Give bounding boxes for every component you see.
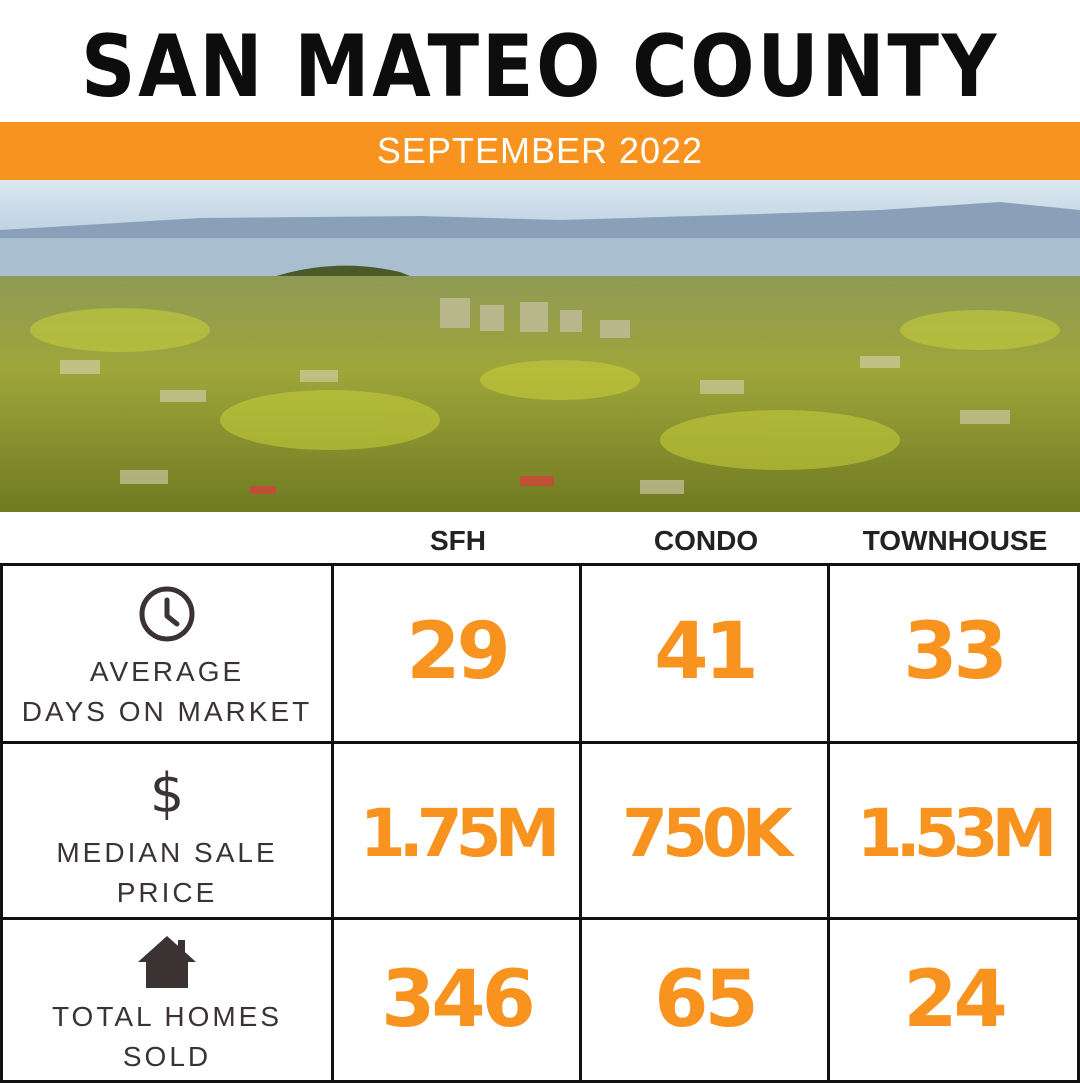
column-header-townhouse: TOWNHOUSE: [862, 525, 1048, 556]
value-cell: 24: [830, 920, 1080, 1083]
value-cell: 1.53M: [830, 744, 1080, 920]
value-townhouse: 1.53M: [856, 795, 1058, 872]
house-icon: [138, 936, 196, 988]
city-photo: [0, 180, 1080, 512]
date-label: SEPTEMBER 2022: [376, 130, 704, 171]
metric-label-line1: MEDIAN SALE: [56, 837, 278, 868]
value-cell: 750K: [582, 744, 830, 920]
value-sfh: 29: [406, 607, 511, 697]
table-row-total-homes-sold: TOTAL HOMES SOLD 346 65 24: [0, 920, 1080, 1083]
date-banner: SEPTEMBER 2022: [0, 122, 1080, 180]
svg-text:$: $: [150, 762, 184, 822]
value-cell: 29: [334, 566, 582, 744]
dollar-icon: $: [150, 762, 184, 822]
column-header-condo: CONDO: [653, 525, 759, 556]
value-sfh: 1.75M: [359, 795, 561, 872]
table-row-median-sale-price: $ MEDIAN SALE PRICE 1.75M 750K 1.53M: [0, 744, 1080, 920]
stats-table: AVERAGE DAYS ON MARKET 29 41 33 $ MEDIAN…: [0, 563, 1080, 1083]
value-townhouse: 33: [903, 607, 1008, 697]
metric-label-line1: AVERAGE: [89, 656, 245, 687]
row-label-cell: TOTAL HOMES SOLD: [0, 920, 334, 1083]
metric-label-line1: TOTAL HOMES: [51, 1001, 283, 1032]
row-label-cell: AVERAGE DAYS ON MARKET: [0, 566, 334, 744]
metric-label-line2: PRICE: [116, 877, 218, 908]
value-cell: 41: [582, 566, 830, 744]
table-row-days-on-market: AVERAGE DAYS ON MARKET 29 41 33: [0, 566, 1080, 744]
value-cell: 1.75M: [334, 744, 582, 920]
value-condo: 750K: [622, 795, 793, 872]
clock-icon: [139, 586, 195, 642]
value-townhouse: 24: [903, 955, 1008, 1045]
column-header-sfh: SFH: [430, 525, 486, 556]
value-cell: 33: [830, 566, 1080, 744]
metric-label-line2: SOLD: [122, 1041, 212, 1072]
value-cell: 346: [334, 920, 582, 1083]
row-label-cell: $ MEDIAN SALE PRICE: [0, 744, 334, 920]
value-sfh: 346: [381, 955, 536, 1045]
value-condo: 65: [654, 955, 759, 1045]
value-condo: 41: [654, 607, 759, 697]
value-cell: 65: [582, 920, 830, 1083]
metric-label-line2: DAYS ON MARKET: [21, 696, 313, 727]
page-title: SAN MATEO COUNTY: [80, 17, 1000, 117]
